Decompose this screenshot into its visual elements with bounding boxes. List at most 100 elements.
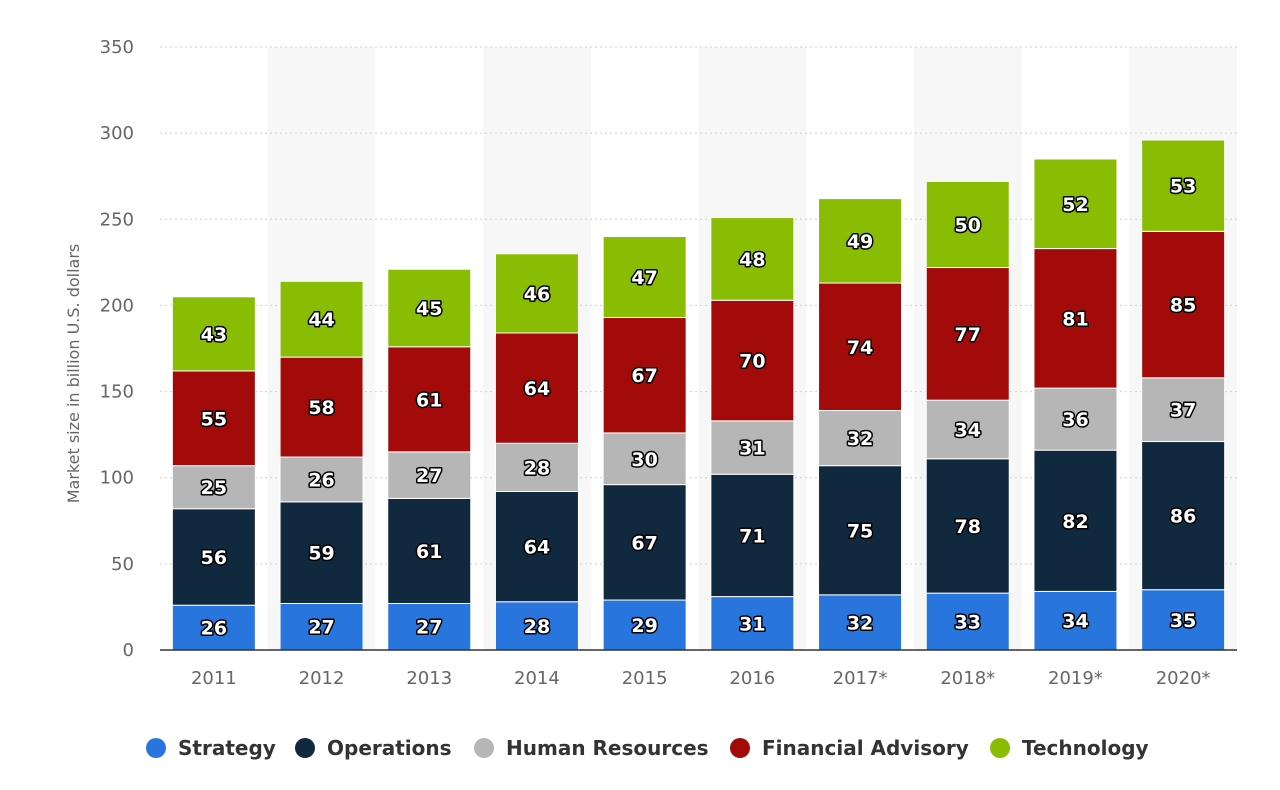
data-label-technology-2012: 44 (308, 309, 334, 331)
bar-financial-advisory-2015[interactable] (602, 316, 687, 434)
data-label-operations-2015: 67 (631, 532, 657, 554)
bar-technology-2019[interactable] (1033, 158, 1118, 250)
bar-technology-2012[interactable] (279, 280, 364, 358)
bar-technology-2018[interactable] (925, 180, 1010, 269)
data-label-financial-advisory-2012: 58 (308, 397, 334, 419)
bar-technology-2014[interactable] (494, 253, 579, 334)
bar-technology-2013[interactable] (387, 268, 472, 348)
bar-operations-2017[interactable] (818, 465, 903, 596)
data-label-strategy-2017: 32 (847, 612, 873, 634)
data-label-strategy-2018: 33 (955, 612, 981, 634)
y-tick-label-50: 50 (111, 554, 134, 575)
bar-financial-advisory-2012[interactable] (279, 356, 364, 458)
bar-strategy-2015[interactable] (602, 599, 687, 651)
legend-item-strategy[interactable]: Strategy (178, 736, 276, 760)
data-label-technology-2015: 47 (631, 267, 657, 289)
bar-strategy-2020[interactable] (1141, 589, 1226, 651)
data-label-operations-2020: 86 (1170, 506, 1196, 528)
bar-financial-advisory-2018[interactable] (925, 267, 1010, 401)
data-label-strategy-2020: 35 (1170, 610, 1196, 632)
data-label-human-resources-2017: 32 (847, 428, 873, 450)
data-label-human-resources-2015: 30 (631, 449, 657, 471)
bar-technology-2016[interactable] (710, 217, 795, 301)
bar-technology-2017[interactable] (818, 198, 903, 284)
bar-operations-2011[interactable] (171, 508, 256, 606)
legend-marker-technology[interactable] (990, 738, 1010, 758)
bar-financial-advisory-2011[interactable] (171, 370, 256, 467)
bar-operations-2014[interactable] (494, 490, 579, 603)
bar-human-resources-2014[interactable] (494, 442, 579, 492)
bar-human-resources-2016[interactable] (710, 420, 795, 475)
legend-marker-financial-advisory[interactable] (730, 738, 750, 758)
legend-marker-operations[interactable] (295, 738, 315, 758)
data-label-human-resources-2018: 34 (955, 419, 981, 441)
bar-technology-2011[interactable] (171, 296, 256, 372)
data-label-strategy-2019: 34 (1062, 611, 1088, 633)
data-label-financial-advisory-2014: 64 (524, 378, 550, 400)
bar-financial-advisory-2020[interactable] (1141, 230, 1226, 379)
y-tick-label-250: 250 (100, 209, 134, 230)
bar-financial-advisory-2013[interactable] (387, 346, 472, 453)
bar-human-resources-2019[interactable] (1033, 387, 1118, 451)
data-label-operations-2014: 64 (524, 537, 550, 559)
legend-item-human-resources[interactable]: Human Resources (506, 736, 709, 760)
x-tick-label-2015: 2015 (622, 668, 668, 689)
bar-human-resources-2015[interactable] (602, 432, 687, 486)
data-label-financial-advisory-2017: 74 (847, 337, 873, 359)
bar-human-resources-2012[interactable] (279, 456, 364, 503)
y-tick-label-100: 100 (100, 468, 134, 489)
bar-financial-advisory-2017[interactable] (818, 282, 903, 412)
x-tick-label-2013: 2013 (406, 668, 452, 689)
data-label-human-resources-2016: 31 (739, 438, 765, 460)
bar-human-resources-2018[interactable] (925, 399, 1010, 460)
data-label-human-resources-2011: 25 (201, 477, 227, 499)
data-label-financial-advisory-2013: 61 (416, 389, 442, 411)
data-label-strategy-2013: 27 (416, 617, 442, 639)
bar-strategy-2011[interactable] (171, 604, 256, 651)
legend-marker-strategy[interactable] (146, 738, 166, 758)
bar-operations-2013[interactable] (387, 497, 472, 604)
data-label-financial-advisory-2016: 70 (739, 351, 765, 373)
data-label-technology-2017: 49 (847, 231, 873, 253)
data-label-human-resources-2020: 37 (1170, 400, 1196, 422)
legend-item-financial-advisory[interactable]: Financial Advisory (762, 736, 969, 760)
y-tick-label-200: 200 (100, 295, 134, 316)
y-axis-title: Market size in billion U.S. dollars (64, 244, 83, 504)
data-label-financial-advisory-2020: 85 (1170, 295, 1196, 317)
x-tick-label-2012: 2012 (299, 668, 345, 689)
bar-financial-advisory-2016[interactable] (710, 299, 795, 422)
bar-technology-2020[interactable] (1141, 139, 1226, 232)
y-tick-label-150: 150 (100, 382, 134, 403)
data-label-operations-2013: 61 (416, 541, 442, 563)
data-label-human-resources-2019: 36 (1062, 409, 1088, 431)
bar-operations-2019[interactable] (1033, 449, 1118, 592)
data-label-technology-2018: 50 (955, 214, 981, 236)
bar-human-resources-2020[interactable] (1141, 377, 1226, 443)
bar-strategy-2016[interactable] (710, 596, 795, 651)
data-label-technology-2019: 52 (1062, 194, 1088, 216)
bar-technology-2015[interactable] (602, 236, 687, 318)
data-label-operations-2018: 78 (955, 516, 981, 538)
legend-item-operations[interactable]: Operations (327, 736, 452, 760)
y-tick-label-300: 300 (100, 123, 134, 144)
y-tick-label-350: 350 (100, 37, 134, 58)
x-tick-label-2011: 2011 (191, 668, 237, 689)
bar-strategy-2013[interactable] (387, 602, 472, 651)
bar-operations-2018[interactable] (925, 458, 1010, 594)
data-label-operations-2019: 82 (1062, 511, 1088, 533)
x-tick-label-2014: 2014 (514, 668, 560, 689)
bar-human-resources-2013[interactable] (387, 451, 472, 499)
data-label-operations-2017: 75 (847, 520, 873, 542)
data-label-technology-2020: 53 (1170, 176, 1196, 198)
data-label-strategy-2011: 26 (201, 618, 227, 640)
bar-strategy-2019[interactable] (1033, 590, 1118, 651)
bar-human-resources-2011[interactable] (171, 465, 256, 510)
bar-financial-advisory-2014[interactable] (494, 332, 579, 444)
bar-strategy-2017[interactable] (818, 594, 903, 651)
data-label-technology-2014: 46 (524, 283, 550, 305)
bar-operations-2015[interactable] (602, 484, 687, 601)
legend-marker-human-resources[interactable] (474, 738, 494, 758)
legend-item-technology[interactable]: Technology (1022, 736, 1149, 760)
bar-operations-2020[interactable] (1141, 441, 1226, 591)
